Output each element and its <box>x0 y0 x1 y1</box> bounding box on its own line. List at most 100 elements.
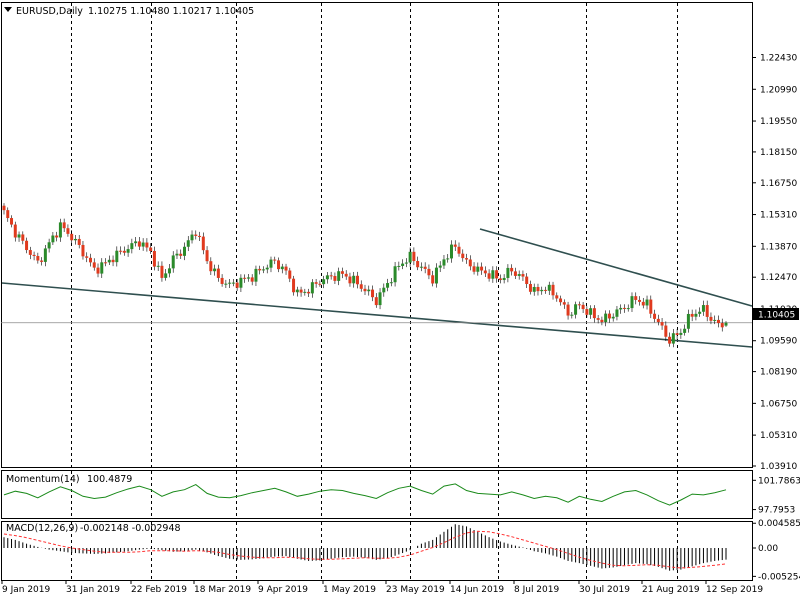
candle-body <box>720 323 724 328</box>
candle-body <box>592 308 596 319</box>
candle-body <box>600 319 604 323</box>
candle-body <box>724 322 728 326</box>
momentum-tick-label: 101.7863 <box>758 476 800 486</box>
candle-body <box>261 269 265 271</box>
candle-body <box>626 308 630 310</box>
ohlc-values: 1.10275 1.10480 1.10217 1.10405 <box>88 6 254 17</box>
candle-body <box>111 259 115 263</box>
candle-body <box>540 289 544 292</box>
candle-body <box>694 313 698 317</box>
candle-body <box>442 259 446 266</box>
candle-body <box>675 333 679 335</box>
last-price-label: 1.10405 <box>758 311 795 321</box>
candle-body <box>498 278 502 281</box>
candle-body <box>641 301 645 306</box>
candle-body <box>134 241 138 244</box>
candle-body <box>122 250 126 253</box>
candle-body <box>716 319 720 324</box>
candle-body <box>393 266 397 283</box>
candle-body <box>96 267 100 274</box>
candle-body <box>119 250 123 252</box>
candle-body <box>190 234 194 241</box>
candle-body <box>314 282 318 284</box>
candle-body <box>615 309 619 317</box>
candle-body <box>288 270 292 279</box>
candle-body <box>265 267 269 270</box>
candle-body <box>100 262 104 274</box>
candle-body <box>581 304 585 310</box>
candle-body <box>453 244 457 247</box>
candle-body <box>397 265 401 267</box>
candle-body <box>299 289 303 293</box>
candle-body <box>228 282 232 284</box>
candle-body <box>216 268 220 278</box>
candle-body <box>367 289 371 292</box>
y-tick-label: 1.19550 <box>760 117 797 127</box>
macd-pane <box>3 524 727 571</box>
candle-body <box>337 271 341 281</box>
candle-body <box>344 273 348 277</box>
y-tick-label: 1.05310 <box>760 431 797 441</box>
candle-body <box>239 277 243 288</box>
candle-body <box>28 250 32 255</box>
candle-body <box>517 274 521 276</box>
candle-body <box>231 282 235 284</box>
candle-body <box>32 254 36 256</box>
pane-frame <box>1 2 753 468</box>
candle-body <box>213 268 217 272</box>
x-tick-label: 14 Jun 2019 <box>450 585 504 595</box>
candle-body <box>536 286 540 292</box>
candle-body <box>416 261 420 268</box>
candle-body <box>107 259 111 263</box>
candle-body <box>340 271 344 274</box>
candle-body <box>660 322 664 326</box>
candle-body <box>525 276 529 285</box>
x-tick-label: 31 Jan 2019 <box>66 585 120 595</box>
candle-body <box>183 246 186 256</box>
symbol-label: EURUSD,Daily <box>16 6 83 17</box>
candle-body <box>374 297 378 306</box>
candle-body <box>645 299 649 306</box>
candle-body <box>2 205 6 211</box>
candle-body <box>243 277 247 279</box>
x-tick-label: 1 May 2019 <box>323 585 376 595</box>
candle-body <box>570 314 574 316</box>
candle-body <box>175 253 179 256</box>
candle-body <box>359 284 363 289</box>
y-tick-label: 1.15310 <box>760 211 797 221</box>
candle-body <box>547 284 551 291</box>
candle-body <box>246 277 250 279</box>
pane-frames <box>1 2 753 581</box>
x-tick-label: 12 Sep 2019 <box>706 585 763 595</box>
x-tick-label: 18 Mar 2019 <box>194 585 251 595</box>
candle-body <box>559 298 563 303</box>
candle-body <box>141 242 145 247</box>
candle-body <box>461 253 465 259</box>
candle-body <box>434 267 438 284</box>
candle-body <box>167 268 171 274</box>
candle-body <box>152 250 156 267</box>
candle-body <box>521 274 525 277</box>
candle-body <box>465 258 469 260</box>
candle-body <box>329 275 333 277</box>
candle-body <box>382 287 386 293</box>
candle-body <box>220 277 224 284</box>
candle-body <box>404 262 408 264</box>
y-tick-label: 1.12470 <box>760 273 797 283</box>
candle-body <box>622 307 626 309</box>
candle-body <box>40 260 44 262</box>
candle-body <box>130 243 134 250</box>
candle-body <box>656 318 660 323</box>
candle-body <box>412 251 416 262</box>
candle-body <box>562 302 566 305</box>
candle-body <box>449 244 453 259</box>
x-tick-label: 22 Feb 2019 <box>131 585 187 595</box>
candle-body <box>506 267 510 278</box>
candle-body <box>551 284 555 296</box>
candle-body <box>513 271 517 276</box>
candle-body <box>653 313 657 319</box>
candle-body <box>671 333 675 344</box>
candle-body <box>386 283 390 288</box>
dropdown-arrow-icon[interactable] <box>4 7 12 12</box>
candle-body <box>589 308 593 315</box>
